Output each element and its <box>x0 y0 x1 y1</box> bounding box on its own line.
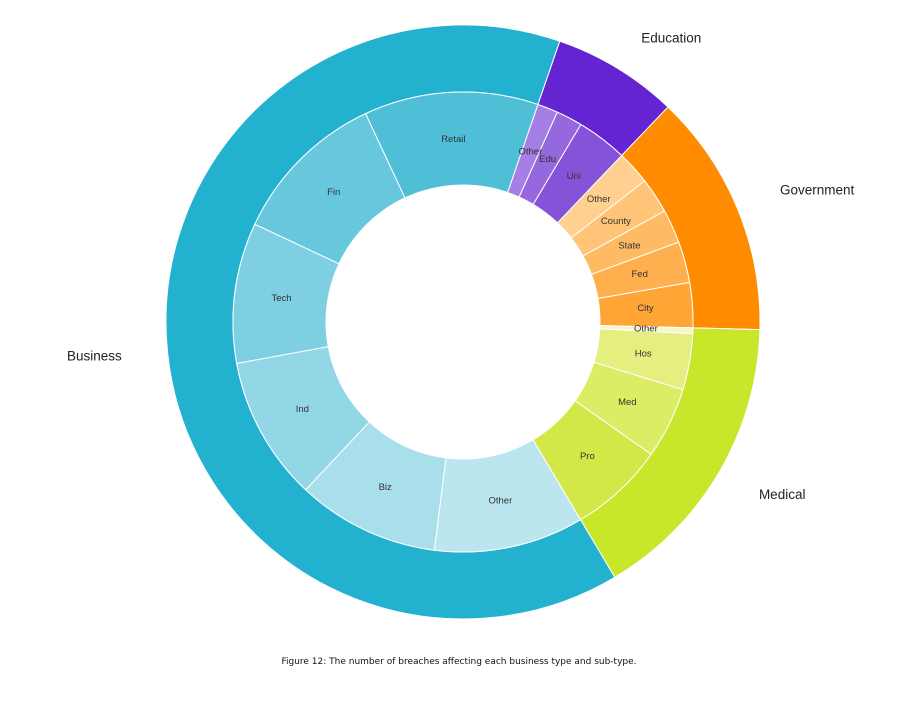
label-business-other: Other <box>489 496 513 507</box>
label-medical-other: Other <box>634 323 658 334</box>
label-business: Business <box>67 349 122 364</box>
outer-ring <box>165 24 761 620</box>
label-business-biz: Biz <box>379 482 392 493</box>
label-medical: Medical <box>759 487 806 502</box>
label-education-edu: Edu <box>539 154 556 165</box>
label-government-fed: Fed <box>631 269 647 280</box>
inner-ring <box>232 91 694 553</box>
label-government-other: Other <box>587 194 611 205</box>
label-government-state: State <box>618 240 640 251</box>
label-business-tech: Tech <box>271 293 291 304</box>
label-medical-hos: Hos <box>635 348 652 359</box>
label-medical-med: Med <box>618 397 636 408</box>
label-medical-pro: Pro <box>580 451 595 462</box>
label-government-county: County <box>601 216 631 227</box>
label-government: Government <box>780 183 855 198</box>
label-business-retail: Retail <box>441 134 465 145</box>
label-business-fin: Fin <box>327 187 340 198</box>
chart-labels: EducationOtherEduUniGovernmentOtherCount… <box>67 31 855 507</box>
segment-business-retail <box>364 91 539 199</box>
label-education-uni: Uni <box>567 171 581 182</box>
figure-caption: Figure 12: The number of breaches affect… <box>281 657 637 667</box>
label-education: Education <box>641 31 701 46</box>
label-education-other: Other <box>518 146 542 157</box>
label-business-ind: Ind <box>296 404 309 415</box>
label-government-city: City <box>637 303 654 314</box>
